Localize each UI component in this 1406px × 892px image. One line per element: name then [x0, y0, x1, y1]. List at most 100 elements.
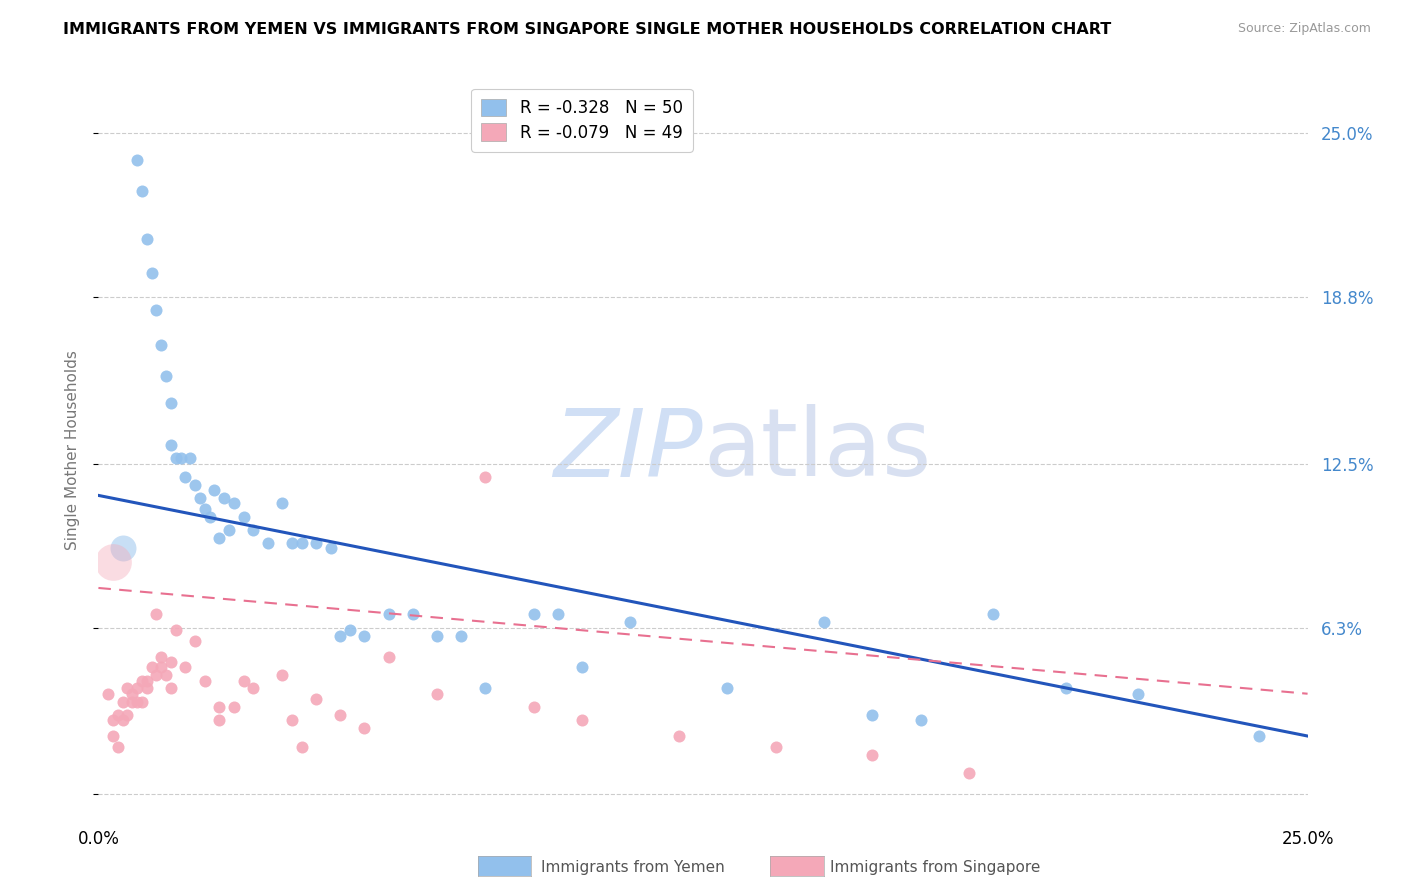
- Point: [377, 649, 399, 664]
- Point: [281, 713, 304, 727]
- Text: Source: ZipAtlas.com: Source: ZipAtlas.com: [1237, 22, 1371, 36]
- Point: [232, 509, 254, 524]
- Point: [813, 615, 835, 630]
- Point: [184, 633, 207, 648]
- Point: [290, 536, 312, 550]
- Y-axis label: Single Mother Households: Single Mother Households: [65, 351, 80, 550]
- Point: [523, 607, 546, 622]
- Point: [619, 615, 641, 630]
- Point: [194, 501, 217, 516]
- Point: [208, 713, 231, 727]
- Point: [860, 707, 883, 722]
- Point: [208, 700, 231, 714]
- Text: ZIP: ZIP: [554, 405, 703, 496]
- Point: [204, 483, 226, 497]
- Point: [957, 766, 980, 780]
- Point: [107, 707, 129, 722]
- Point: [169, 451, 191, 466]
- Point: [1128, 687, 1150, 701]
- Point: [860, 747, 883, 762]
- Point: [547, 607, 569, 622]
- Point: [121, 687, 143, 701]
- Point: [256, 536, 278, 550]
- Point: [329, 707, 352, 722]
- Point: [145, 303, 167, 318]
- Point: [131, 673, 153, 688]
- Point: [242, 681, 264, 696]
- Point: [121, 695, 143, 709]
- Point: [101, 729, 124, 743]
- Point: [290, 739, 312, 754]
- Point: [160, 655, 183, 669]
- Point: [135, 673, 157, 688]
- Point: [150, 649, 173, 664]
- Point: [329, 629, 352, 643]
- Point: [305, 692, 328, 706]
- Point: [135, 232, 157, 246]
- Point: [165, 624, 187, 638]
- Point: [145, 668, 167, 682]
- Point: [184, 478, 207, 492]
- Point: [198, 509, 221, 524]
- Point: [179, 451, 201, 466]
- Point: [222, 700, 245, 714]
- Point: [212, 491, 235, 505]
- Point: [111, 695, 134, 709]
- Point: [353, 721, 375, 735]
- Point: [232, 673, 254, 688]
- Point: [271, 668, 294, 682]
- Point: [426, 629, 449, 643]
- Point: [571, 660, 593, 674]
- Point: [426, 687, 449, 701]
- Point: [101, 713, 124, 727]
- Point: [474, 681, 496, 696]
- Point: [765, 739, 787, 754]
- Point: [160, 438, 183, 452]
- Point: [127, 153, 149, 167]
- Point: [523, 700, 546, 714]
- Point: [155, 369, 177, 384]
- Point: [165, 451, 187, 466]
- Point: [571, 713, 593, 727]
- Point: [155, 668, 177, 682]
- Point: [474, 470, 496, 484]
- Text: Immigrants from Singapore: Immigrants from Singapore: [830, 860, 1040, 874]
- Point: [194, 673, 217, 688]
- Point: [305, 536, 328, 550]
- Point: [150, 337, 173, 351]
- Point: [160, 681, 183, 696]
- Point: [141, 660, 163, 674]
- Point: [668, 729, 690, 743]
- Point: [107, 739, 129, 754]
- Point: [981, 607, 1004, 622]
- Point: [716, 681, 738, 696]
- Point: [218, 523, 240, 537]
- Point: [319, 541, 342, 556]
- Text: IMMIGRANTS FROM YEMEN VS IMMIGRANTS FROM SINGAPORE SINGLE MOTHER HOUSEHOLDS CORR: IMMIGRANTS FROM YEMEN VS IMMIGRANTS FROM…: [63, 22, 1112, 37]
- Point: [281, 536, 304, 550]
- Point: [353, 629, 375, 643]
- Point: [222, 496, 245, 510]
- Point: [127, 681, 149, 696]
- Point: [131, 185, 153, 199]
- Point: [97, 687, 120, 701]
- Point: [150, 660, 173, 674]
- Point: [111, 541, 134, 556]
- Point: [402, 607, 425, 622]
- Point: [377, 607, 399, 622]
- Legend: R = -0.328   N = 50, R = -0.079   N = 49: R = -0.328 N = 50, R = -0.079 N = 49: [471, 88, 693, 152]
- Text: Immigrants from Yemen: Immigrants from Yemen: [541, 860, 725, 874]
- Point: [117, 707, 139, 722]
- Point: [910, 713, 932, 727]
- Text: atlas: atlas: [703, 404, 931, 497]
- Point: [450, 629, 472, 643]
- Point: [339, 624, 361, 638]
- Point: [271, 496, 294, 510]
- Point: [131, 695, 153, 709]
- Point: [127, 695, 149, 709]
- Point: [174, 470, 197, 484]
- Point: [141, 266, 163, 280]
- Point: [1249, 729, 1271, 743]
- Point: [145, 607, 167, 622]
- Point: [101, 555, 124, 569]
